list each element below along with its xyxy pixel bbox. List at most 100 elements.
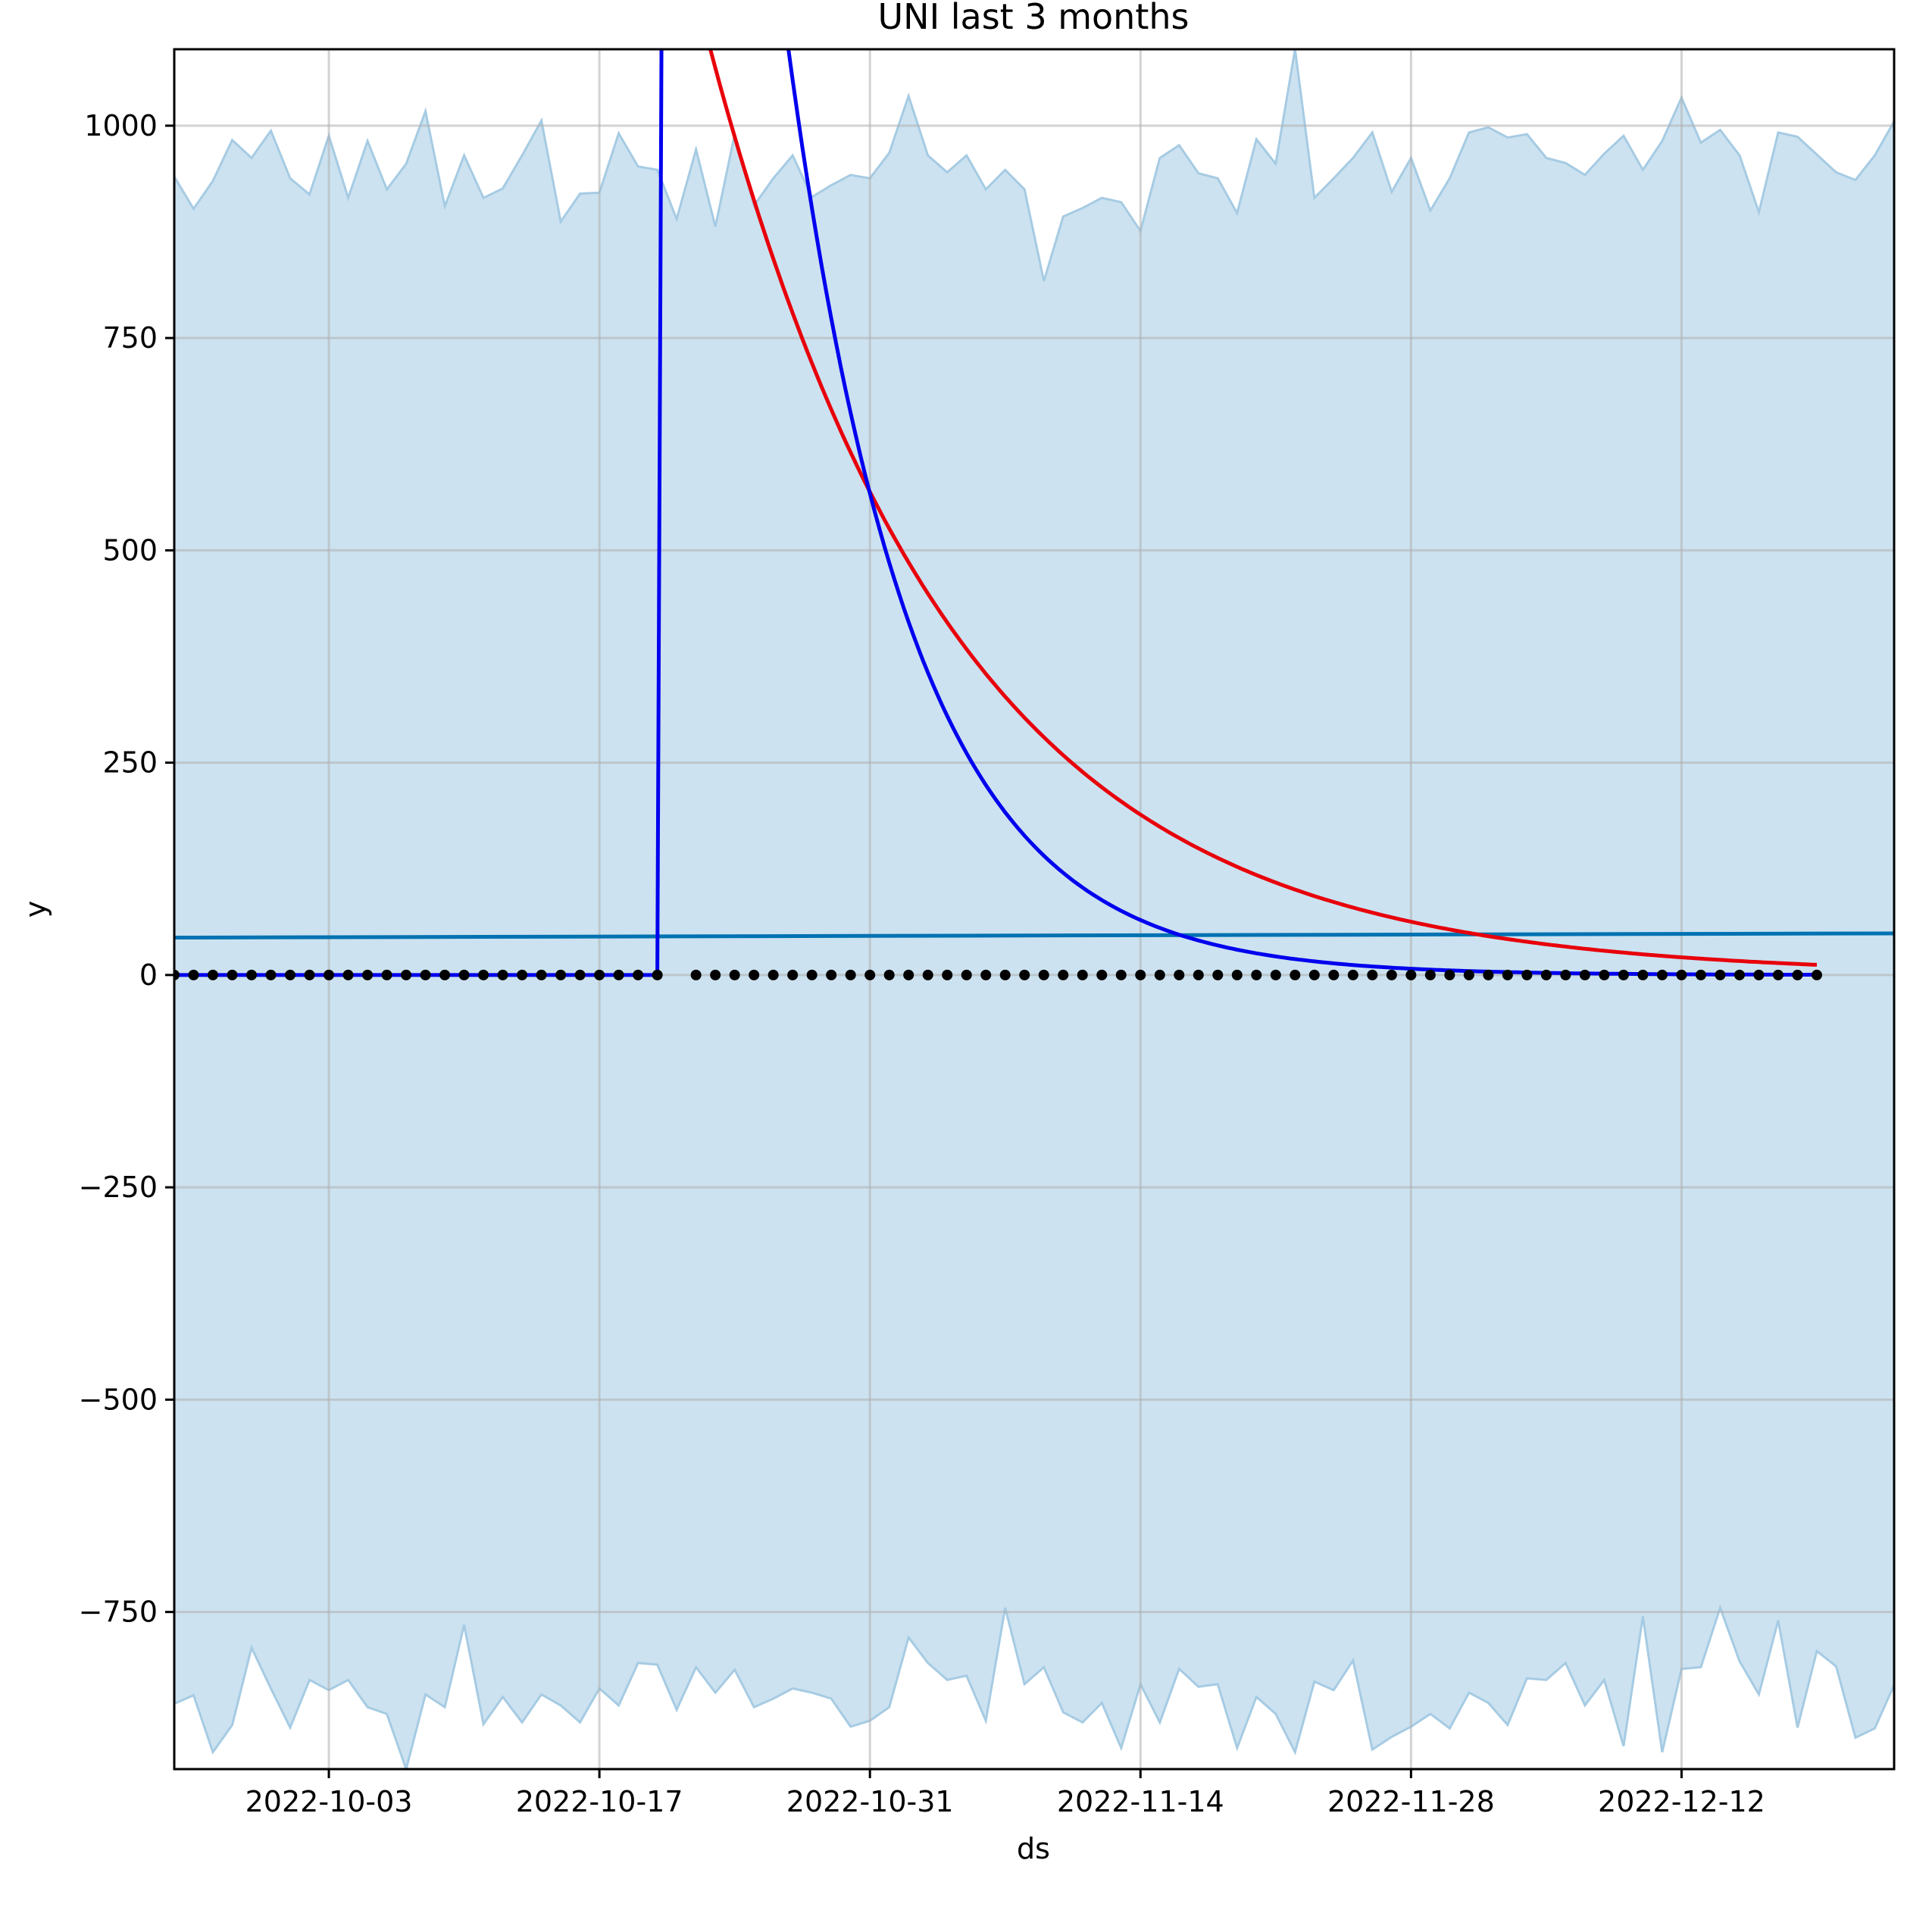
y-axis-label: y <box>19 901 52 918</box>
observed-point <box>980 969 992 980</box>
observed-point <box>1753 969 1765 980</box>
observed-point <box>1463 969 1474 980</box>
observed-point <box>536 969 547 980</box>
observed-point <box>246 969 258 980</box>
observed-point <box>401 969 412 980</box>
observed-point <box>787 969 799 980</box>
observed-point <box>1405 969 1417 980</box>
observed-point <box>188 969 199 980</box>
observed-point <box>1599 969 1610 980</box>
observed-point <box>1502 969 1513 980</box>
observed-point <box>1019 969 1030 980</box>
observed-point <box>265 969 277 980</box>
observed-point <box>497 969 508 980</box>
grid-layer <box>174 49 1894 1769</box>
observed-point <box>1135 969 1146 980</box>
observed-point <box>478 969 489 980</box>
observed-point <box>1193 969 1204 980</box>
observed-point <box>690 969 702 980</box>
observed-point <box>652 969 663 980</box>
observed-point <box>594 969 605 980</box>
observed-point <box>458 969 470 980</box>
observed-point <box>1347 969 1358 980</box>
observed-point <box>285 969 296 980</box>
observed-point <box>555 969 567 980</box>
observed-point <box>1656 969 1668 980</box>
y-tick-label: 750 <box>102 321 158 355</box>
observed-point <box>999 969 1011 980</box>
observed-point <box>883 969 895 980</box>
y-tick-label: 0 <box>139 958 158 992</box>
y-tick-label: 250 <box>102 746 158 780</box>
uncertainty-band-layer <box>174 49 1894 1769</box>
observed-point <box>1096 969 1108 980</box>
observed-points-layer <box>174 969 1822 980</box>
observed-point <box>1483 969 1494 980</box>
observed-point <box>826 969 837 980</box>
plot-frame <box>173 48 1896 1771</box>
observed-point <box>1560 969 1571 980</box>
observed-point <box>1386 969 1397 980</box>
observed-point <box>1251 969 1262 980</box>
observed-point <box>961 969 972 980</box>
x-tick-label: 2022-10-31 <box>786 1785 954 1818</box>
y-tick-label: −750 <box>79 1596 158 1629</box>
observed-point <box>1695 969 1706 980</box>
x-axis: 2022-10-03 2022-10-17 2022-10-31 2022-11-14… <box>245 1769 1765 1818</box>
observed-point <box>1115 969 1127 980</box>
x-tick-label: 2022-11-14 <box>1057 1785 1224 1818</box>
observed-point <box>1058 969 1069 980</box>
y-tick-label: −250 <box>79 1171 158 1204</box>
observed-point <box>304 969 315 980</box>
observed-point <box>1328 969 1340 980</box>
observed-point <box>767 969 779 980</box>
x-tick-label: 2022-10-17 <box>516 1785 683 1818</box>
observed-point <box>942 969 953 980</box>
observed-point <box>420 969 431 980</box>
observed-point <box>1733 969 1745 980</box>
observed-point <box>1270 969 1281 980</box>
observed-point <box>1540 969 1552 980</box>
observed-point <box>342 969 354 980</box>
band-lower-edge <box>174 1604 1894 1769</box>
observed-point <box>517 969 528 980</box>
uncertainty-band <box>174 49 1894 1769</box>
observed-point <box>845 969 856 980</box>
observed-point <box>613 969 624 980</box>
observed-point <box>1231 969 1243 980</box>
observed-point <box>1154 969 1165 980</box>
x-tick-label: 2022-11-28 <box>1327 1785 1495 1818</box>
observed-point <box>729 969 740 980</box>
band-upper-edge <box>174 49 1894 282</box>
observed-point <box>864 969 876 980</box>
observed-point <box>1637 969 1649 980</box>
observed-point <box>439 969 451 980</box>
observed-point <box>1676 969 1687 980</box>
observed-point <box>1367 969 1378 980</box>
observed-point <box>922 969 933 980</box>
observed-point <box>1579 969 1590 980</box>
x-tick-label: 2022-10-03 <box>245 1785 413 1818</box>
chart-title: UNI last 3 months <box>877 0 1189 37</box>
observed-point <box>1424 969 1436 980</box>
trend-line <box>174 931 1894 940</box>
observed-point <box>174 969 180 980</box>
observed-point <box>1077 969 1088 980</box>
observed-point <box>1811 969 1822 980</box>
observed-point <box>324 969 335 980</box>
observed-point <box>749 969 760 980</box>
observed-point <box>1772 969 1784 980</box>
observed-point <box>1212 969 1224 980</box>
observed-point <box>633 969 644 980</box>
observed-point <box>1521 969 1533 980</box>
x-axis-label: ds <box>1017 1832 1050 1865</box>
observed-point <box>903 969 914 980</box>
x-tick-label: 2022-12-12 <box>1598 1785 1765 1818</box>
observed-point <box>1308 969 1320 980</box>
y-tick-label: −500 <box>79 1383 158 1416</box>
observed-point <box>1038 969 1049 980</box>
observed-point <box>362 969 374 980</box>
observed-point <box>227 969 238 980</box>
observed-point <box>710 969 721 980</box>
